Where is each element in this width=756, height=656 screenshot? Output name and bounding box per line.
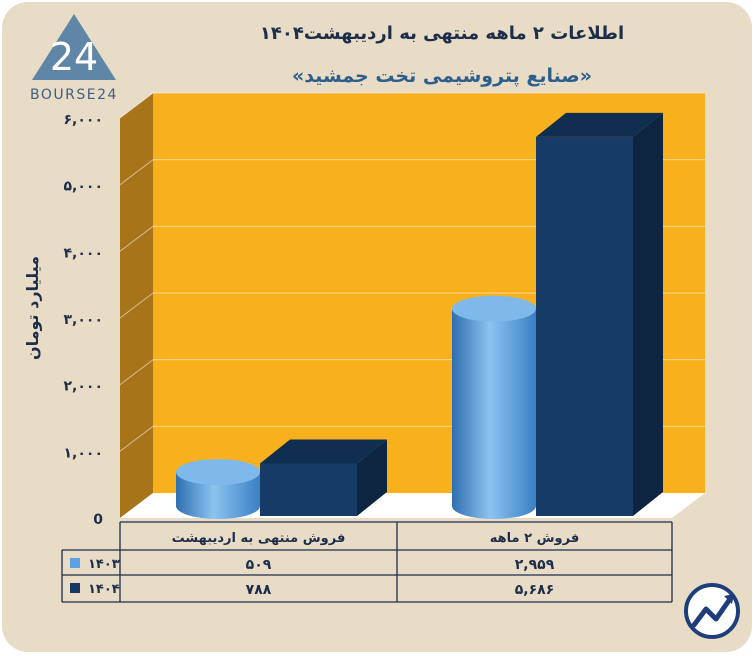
legend-swatch-1 (70, 583, 80, 593)
table-category-header: فروش منتهی به اردیبهشت (172, 531, 346, 546)
growth-arrowhead-icon (724, 594, 734, 604)
bar-0-0 (176, 459, 260, 519)
chart-title: اطلاعات ۲ ماهه منتهی به اردیبهشت۱۴۰۴ (260, 23, 624, 44)
table-value: ۷۸۸ (246, 582, 272, 598)
bar-cylinder-top (176, 459, 260, 486)
table-value: ۵,۶۸۶ (515, 582, 555, 598)
table-value: ۲,۹۵۹ (515, 557, 555, 573)
bar-box-front (536, 136, 633, 516)
table-category-header: فروش ۲ ماهه (490, 531, 579, 546)
y-tick-label: 0 (93, 512, 103, 528)
y-tick-label: ۳,۰۰۰ (64, 312, 104, 328)
legend-label: ۱۴۰۴ (88, 582, 120, 597)
bar-0-1 (260, 439, 387, 516)
bar-box-side (633, 112, 663, 516)
bar-box-front (260, 463, 357, 516)
gridline (119, 225, 154, 252)
legend-swatch-0 (70, 558, 80, 568)
bourse24-logo: 24 BOURSE24 (30, 14, 118, 103)
gridline (119, 425, 154, 452)
bar-box-top (260, 439, 387, 464)
y-axis: 0 ۱,۰۰۰ ۲,۰۰۰ ۳,۰۰۰ ۴,۰۰۰ ۵,۰۰۰ ۶,۰۰۰ (64, 112, 104, 528)
bar-box-side (357, 439, 387, 516)
legend-label: ۱۴۰۳ (88, 557, 120, 572)
bar-cylinder-body (176, 472, 260, 519)
y-tick-label: ۱,۰۰۰ (64, 445, 104, 461)
table-value: ۵۰۹ (246, 557, 272, 573)
data-table: فروش منتهی به اردیبهشت فروش ۲ ماهه ۱۴۰۳ ۵۰۹… (61, 521, 673, 603)
bar-1-0 (452, 295, 536, 519)
y-tick-label: ۶,۰۰۰ (64, 112, 104, 128)
growth-logo (684, 583, 740, 639)
y-axis-label: میلیارد تومان (23, 256, 42, 360)
logo-triangle-icon (32, 14, 116, 80)
y-tick-label: ۵,۰۰۰ (64, 179, 104, 195)
growth-logo-ring-icon (684, 583, 740, 639)
gridline (119, 292, 154, 319)
logo-number: 24 (50, 35, 98, 79)
bar-cylinder-top (452, 295, 536, 322)
gridline (119, 159, 154, 186)
y-tick-label: ۴,۰۰۰ (64, 245, 104, 261)
bar-cylinder-body (452, 308, 536, 519)
growth-arrow-icon (691, 596, 733, 628)
gridline (119, 359, 154, 386)
bar-box-top (536, 112, 663, 137)
gridline (119, 92, 154, 119)
bar-1-1 (536, 112, 663, 516)
y-tick-label: ۲,۰۰۰ (64, 379, 104, 395)
chart-subtitle: «صنایع پتروشیمی تخت جمشید» (292, 65, 592, 87)
logo-wordmark: BOURSE24 (30, 87, 118, 103)
bars (176, 112, 663, 519)
